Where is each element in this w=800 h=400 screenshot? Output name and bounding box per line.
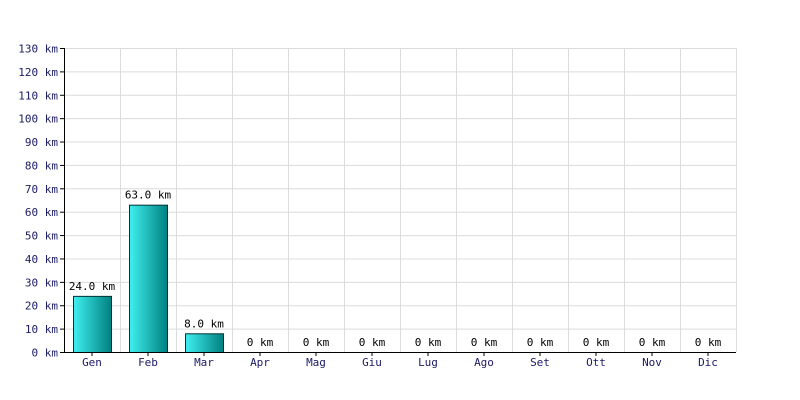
y-tick-label: 130 km (18, 43, 58, 56)
bar-mar (185, 333, 224, 353)
data-label-ott: 0 km (583, 336, 610, 349)
x-tick-label-nov: Nov (642, 356, 662, 369)
y-tick-label: 40 km (25, 253, 58, 266)
bar-feb (129, 204, 168, 353)
x-tick-label-lug: Lug (418, 356, 438, 369)
y-tick-label: 10 km (25, 323, 58, 336)
x-tick-label-ago: Ago (474, 356, 494, 369)
y-tick-label: 50 km (25, 230, 58, 243)
bars (73, 204, 224, 353)
x-tick-label-dic: Dic (698, 356, 718, 369)
x-tick-label-gen: Gen (82, 356, 102, 369)
x-tick-label-feb: Feb (138, 356, 158, 369)
y-tick-label: 70 km (25, 183, 58, 196)
x-tick-label-set: Set (530, 356, 550, 369)
y-tick-label: 0 km (32, 347, 59, 360)
bar-gen (73, 295, 112, 353)
y-tick-label: 90 km (25, 136, 58, 149)
x-tick-label-ott: Ott (586, 356, 606, 369)
data-label-ago: 0 km (471, 336, 498, 349)
grid-lines (64, 48, 737, 353)
x-tick-label-giu: Giu (362, 356, 382, 369)
data-label-lug: 0 km (415, 336, 442, 349)
x-tick-label-mag: Mag (306, 356, 326, 369)
data-label-gen: 24.0 km (69, 280, 116, 293)
y-tick-label: 110 km (18, 89, 58, 102)
y-tick-label: 20 km (25, 300, 58, 313)
data-labels: 24.0 km 63.0 km 8.0 km 0 km 0 km 0 km 0 km 0 km… (69, 189, 722, 349)
data-label-set: 0 km (527, 336, 554, 349)
y-tick-label: 80 km (25, 159, 58, 172)
x-tick-labels: Gen Feb Mar Apr Mag Giu Lug Ago Set Ott Nov Dic (82, 356, 718, 369)
y-tick-labels: 0 km 10 km 20 km 30 km 40 km 50 km 60 km 70 km 8… (18, 43, 58, 360)
y-tick-label: 30 km (25, 276, 58, 289)
data-label-apr: 0 km (247, 336, 274, 349)
axes (60, 48, 736, 356)
y-tick-label: 60 km (25, 206, 58, 219)
data-label-giu: 0 km (359, 336, 386, 349)
x-tick-label-mar: Mar (194, 356, 214, 369)
y-tick-label: 120 km (18, 66, 58, 79)
x-tick-label-apr: Apr (250, 356, 270, 369)
data-label-feb: 63.0 km (125, 189, 172, 202)
data-label-nov: 0 km (639, 336, 666, 349)
data-label-dic: 0 km (695, 336, 722, 349)
data-label-mag: 0 km (303, 336, 330, 349)
y-tick-label: 100 km (18, 113, 58, 126)
data-label-mar: 8.0 km (184, 317, 224, 330)
